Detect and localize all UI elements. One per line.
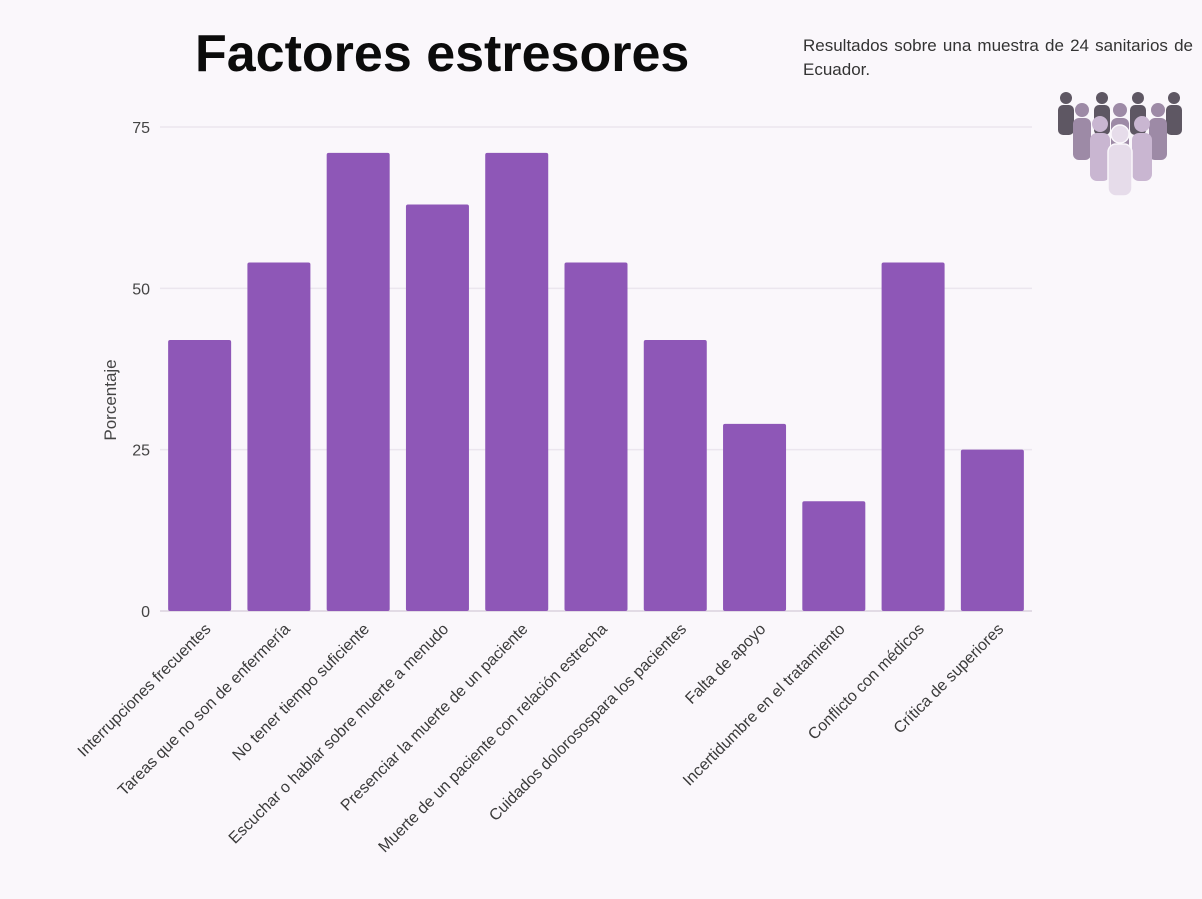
- x-tick-label: Tareas que no son de enfermería: [115, 621, 294, 800]
- bar: [564, 262, 628, 611]
- people-group-icon: [1058, 92, 1182, 197]
- bars: [168, 152, 1024, 611]
- bar: [881, 262, 945, 611]
- y-tick-label: 75: [132, 120, 150, 137]
- bar: [643, 339, 707, 611]
- y-axis-label: Porcentaje: [101, 359, 120, 440]
- y-tick-labels: 0 25 50 75: [132, 120, 150, 621]
- x-tick-label: Incertidumbre en el tratamiento: [680, 621, 849, 790]
- bar: [802, 501, 866, 611]
- x-tick-label: Interrupciones frecuentes: [75, 621, 215, 761]
- chart-subtitle: Resultados sobre una muestra de 24 sanit…: [803, 36, 1193, 79]
- y-tick-label: 25: [132, 443, 150, 460]
- bar: [405, 204, 469, 611]
- x-tick-label: Falta de apoyo: [682, 621, 769, 708]
- x-tick-label: No tener tiempo suficiente: [230, 621, 374, 765]
- bar: [247, 262, 311, 611]
- bar: [168, 339, 232, 611]
- bar: [723, 423, 787, 611]
- bar: [485, 152, 549, 611]
- y-tick-label: 0: [141, 604, 150, 621]
- bar: [326, 152, 390, 611]
- bar: [960, 449, 1024, 611]
- y-tick-label: 50: [132, 281, 150, 298]
- chart-title: Factores estresores: [195, 25, 690, 83]
